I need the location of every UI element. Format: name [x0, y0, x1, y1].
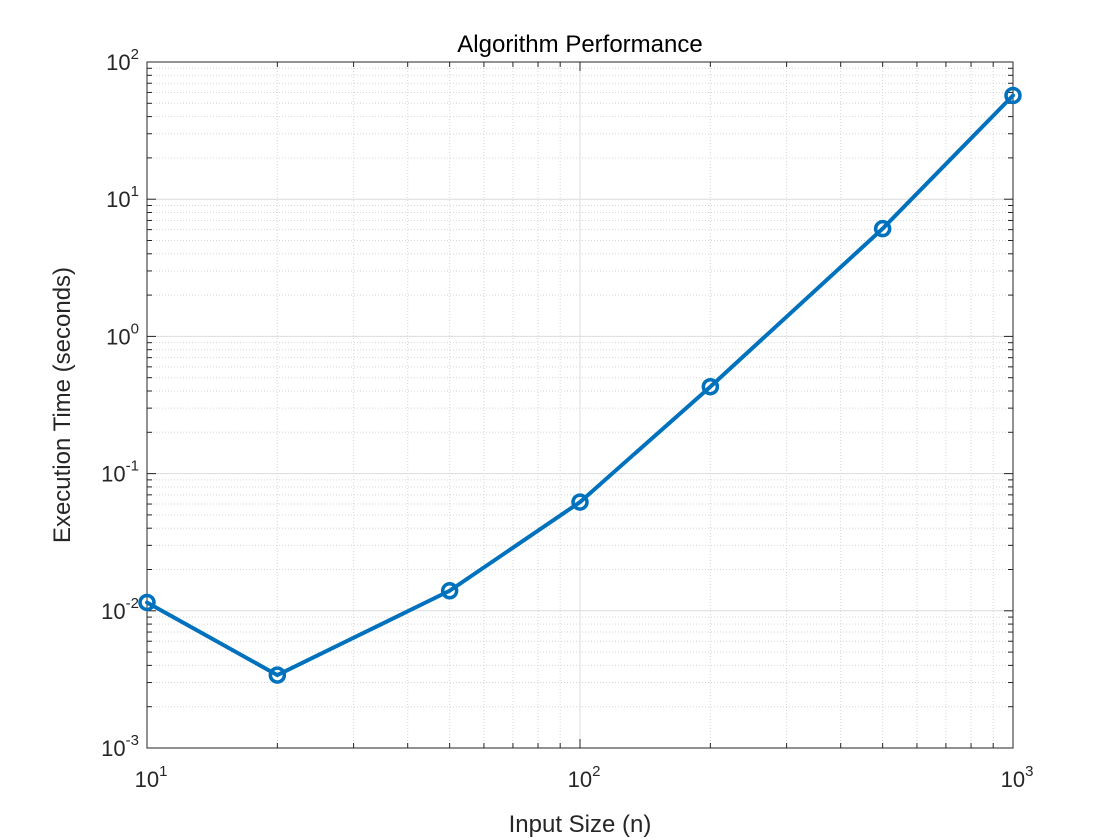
x-axis-title: Input Size (n)	[509, 811, 652, 838]
tick-base: 10	[106, 324, 130, 349]
tick-base: 10	[106, 50, 130, 75]
tick-exponent: 3	[1025, 763, 1033, 780]
tick-base: 10	[101, 736, 125, 761]
x-tick-label: 102	[568, 763, 601, 792]
tick-exponent: -3	[126, 732, 139, 749]
data-point	[440, 582, 459, 600]
y-tick-label: 102	[106, 46, 139, 75]
data-point	[701, 377, 720, 396]
data-point	[268, 666, 287, 684]
data-point	[1004, 86, 1022, 105]
data-point	[873, 219, 892, 238]
y-tick-label: 101	[106, 183, 139, 212]
data-point	[571, 493, 589, 511]
tick-base: 10	[568, 767, 592, 792]
y-tick-label: 10-1	[101, 458, 139, 487]
tick-exponent: -1	[126, 458, 139, 475]
series-layer	[138, 86, 1022, 684]
tick-exponent: 2	[592, 763, 600, 780]
tick-base: 10	[101, 599, 125, 624]
tick-base: 10	[106, 187, 130, 212]
tick-base: 10	[135, 767, 159, 792]
tick-exponent: 1	[159, 763, 167, 780]
y-tick-label: 10-3	[101, 732, 139, 761]
tick-base: 10	[101, 462, 125, 487]
y-tick-label: 100	[106, 320, 139, 349]
data-point	[138, 593, 156, 612]
y-axis-title: Execution Time (seconds)	[49, 267, 76, 543]
x-tick-label: 103	[1001, 763, 1034, 792]
tick-exponent: -2	[126, 595, 139, 612]
x-tick-label: 101	[135, 763, 168, 792]
chart-title: Algorithm Performance	[457, 31, 702, 58]
tick-exponent: 0	[131, 320, 139, 337]
tick-exponent: 1	[131, 183, 139, 200]
tick-base: 10	[1001, 767, 1025, 792]
ticks	[146, 61, 1014, 749]
series-line	[145, 93, 1015, 678]
tick-exponent: 2	[131, 46, 139, 63]
y-tick-label: 10-2	[101, 595, 139, 624]
